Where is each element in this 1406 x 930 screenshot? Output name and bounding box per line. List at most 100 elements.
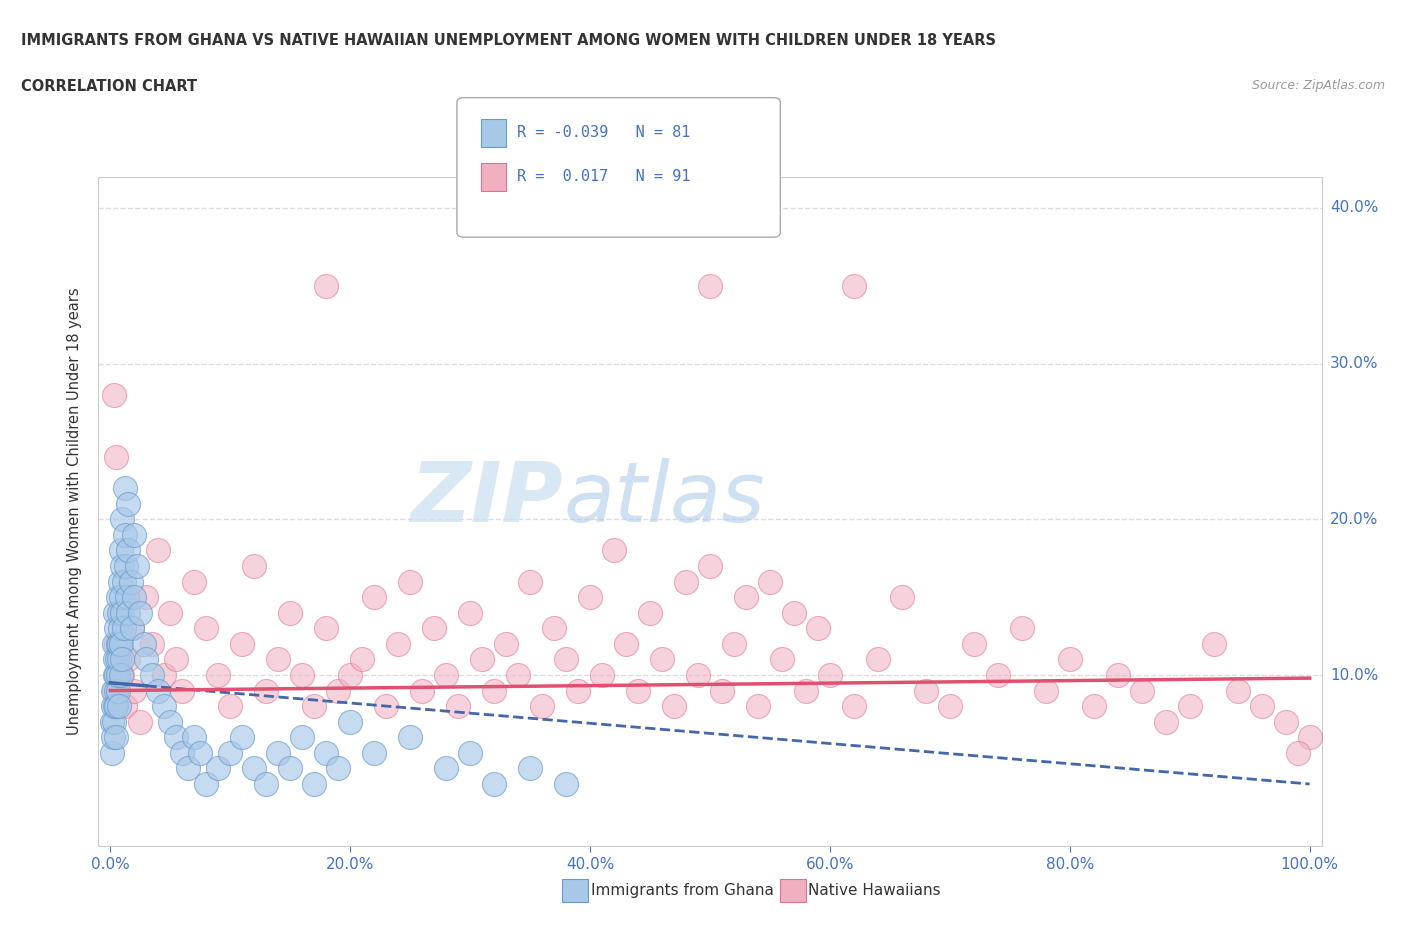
Point xyxy=(129,714,152,729)
Point xyxy=(1274,714,1296,729)
Point xyxy=(132,636,155,651)
Text: atlas: atlas xyxy=(564,458,765,538)
Point xyxy=(219,746,242,761)
Point xyxy=(254,777,277,791)
Point xyxy=(108,621,131,636)
Point xyxy=(1083,698,1105,713)
Point xyxy=(482,777,505,791)
Point xyxy=(117,652,139,667)
Point xyxy=(219,698,242,713)
Point xyxy=(447,698,470,713)
Point xyxy=(399,574,422,589)
Point xyxy=(103,714,125,729)
Point xyxy=(339,714,361,729)
Point xyxy=(101,684,124,698)
Point xyxy=(121,621,143,636)
Point xyxy=(141,668,163,683)
Point xyxy=(807,621,830,636)
Point xyxy=(278,605,301,620)
Point xyxy=(165,730,187,745)
Point xyxy=(567,684,589,698)
Point xyxy=(291,730,314,745)
Point xyxy=(110,668,132,683)
Point xyxy=(591,668,613,683)
Point xyxy=(267,652,290,667)
Point xyxy=(207,761,229,776)
Point xyxy=(177,761,200,776)
Point xyxy=(129,605,152,620)
Point xyxy=(195,777,218,791)
Point xyxy=(125,559,148,574)
Point xyxy=(195,621,218,636)
Text: Source: ZipAtlas.com: Source: ZipAtlas.com xyxy=(1251,79,1385,92)
Point xyxy=(519,574,541,589)
Point xyxy=(434,668,457,683)
Point xyxy=(121,621,143,636)
Point xyxy=(842,278,865,293)
Point xyxy=(543,621,565,636)
Point xyxy=(579,590,602,604)
Point xyxy=(1154,714,1177,729)
Point xyxy=(188,746,211,761)
Point xyxy=(148,684,170,698)
Point xyxy=(1298,730,1320,745)
Point xyxy=(105,668,128,683)
Point xyxy=(148,543,170,558)
Text: ZIP: ZIP xyxy=(411,458,564,538)
Point xyxy=(101,746,124,761)
Point xyxy=(1226,684,1249,698)
Point xyxy=(363,590,385,604)
Point xyxy=(519,761,541,776)
Point xyxy=(120,574,142,589)
Point xyxy=(115,590,138,604)
Point xyxy=(352,652,374,667)
Point xyxy=(495,636,517,651)
Point xyxy=(124,590,146,604)
Point xyxy=(842,698,865,713)
Point xyxy=(117,543,139,558)
Point xyxy=(104,652,127,667)
Point xyxy=(111,668,134,683)
Point xyxy=(108,652,129,667)
Point xyxy=(105,621,128,636)
Point xyxy=(110,636,132,651)
Point xyxy=(1059,652,1081,667)
Point xyxy=(458,605,481,620)
Point xyxy=(243,761,266,776)
Point xyxy=(172,684,194,698)
Point xyxy=(555,777,578,791)
Point xyxy=(254,684,277,698)
Point xyxy=(107,684,129,698)
Point xyxy=(110,543,132,558)
Point xyxy=(114,481,136,496)
Point xyxy=(111,652,134,667)
Text: R = -0.039   N = 81: R = -0.039 N = 81 xyxy=(517,126,690,140)
Point xyxy=(105,698,128,713)
Point xyxy=(117,605,139,620)
Text: IMMIGRANTS FROM GHANA VS NATIVE HAWAIIAN UNEMPLOYMENT AMONG WOMEN WITH CHILDREN : IMMIGRANTS FROM GHANA VS NATIVE HAWAIIAN… xyxy=(21,33,995,47)
Point xyxy=(627,684,650,698)
Point xyxy=(770,652,793,667)
Point xyxy=(328,684,350,698)
Point xyxy=(183,574,205,589)
Y-axis label: Unemployment Among Women with Children Under 18 years: Unemployment Among Women with Children U… xyxy=(67,287,83,736)
Point xyxy=(291,668,314,683)
Point xyxy=(231,730,253,745)
Point xyxy=(107,590,129,604)
Point xyxy=(153,698,176,713)
Text: 30.0%: 30.0% xyxy=(1330,356,1378,371)
Point xyxy=(339,668,361,683)
Point xyxy=(939,698,962,713)
Point xyxy=(699,559,721,574)
Point xyxy=(531,698,554,713)
Point xyxy=(818,668,841,683)
Point xyxy=(699,278,721,293)
Point xyxy=(159,714,181,729)
Point xyxy=(124,527,146,542)
Point xyxy=(328,761,350,776)
Point xyxy=(231,636,253,651)
Point xyxy=(108,605,129,620)
Point xyxy=(603,543,626,558)
Point xyxy=(278,761,301,776)
Point xyxy=(555,652,578,667)
